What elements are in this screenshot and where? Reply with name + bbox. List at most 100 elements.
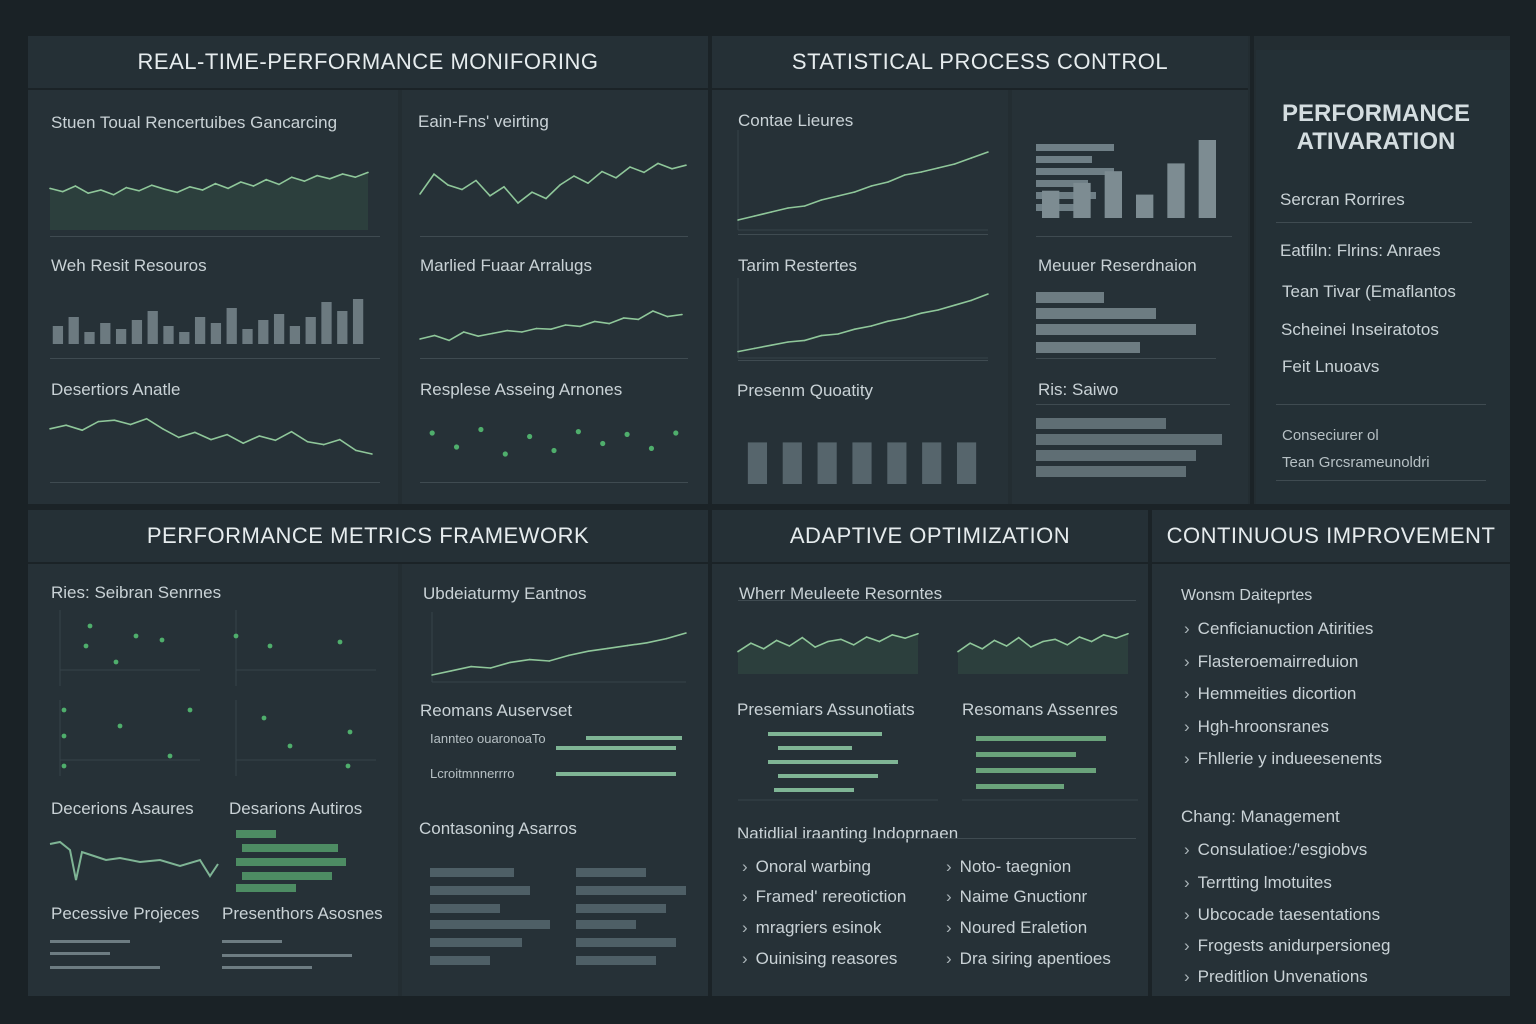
adaptive-list-item[interactable]: › Dra siring apentioes — [946, 949, 1111, 969]
scatter-point — [575, 429, 581, 435]
hbar — [1036, 418, 1166, 429]
line-chart-control[interactable] — [737, 130, 989, 231]
data-point — [993, 639, 996, 642]
item-label: Flasteroemairreduion — [1197, 652, 1359, 671]
data-point — [837, 333, 839, 335]
hbar-chart-contasoning[interactable] — [430, 864, 686, 980]
continuous-list-item[interactable]: › Hemmeities dicortion — [1184, 684, 1356, 704]
continuous-list-item[interactable]: › Consulatioe:/'esgiobvs — [1184, 840, 1367, 860]
chevron-right-icon: › — [1184, 684, 1190, 703]
data-point — [433, 334, 436, 337]
adaptive-title: ADAPTIVE OPTIMIZATION — [789, 523, 1071, 548]
line-chart-resources[interactable] — [49, 150, 369, 230]
data-point — [201, 189, 204, 191]
hbar — [1036, 342, 1140, 353]
line-bars-projects[interactable] — [50, 934, 374, 978]
bar-chart-spc-side[interactable] — [1036, 140, 1224, 218]
activation-item[interactable]: Tean Tivar (Emaflantos — [1282, 282, 1456, 301]
data-point — [615, 177, 617, 179]
group-title: Wonsm Daiteprtes — [1181, 587, 1313, 604]
data-point — [853, 191, 856, 193]
hbar-chart-reomans[interactable] — [556, 734, 686, 784]
hbar-chart-resomans[interactable] — [962, 728, 1142, 802]
item-label: mragriers esinok — [755, 918, 882, 937]
continuous-list-item[interactable]: › Hgh-hroonsranes — [1184, 717, 1329, 737]
adaptive-list-item[interactable]: › mragriers esinok — [742, 918, 881, 938]
item-label: Noured Eraletion — [959, 918, 1088, 937]
adaptive-list-item[interactable]: › Noto- taegnion — [946, 857, 1071, 877]
data-point — [278, 183, 280, 186]
adaptive-list-item[interactable]: › Ouinising reasores — [742, 949, 897, 969]
divider — [738, 360, 988, 361]
data-point — [322, 443, 325, 446]
chevron-right-icon: › — [742, 857, 748, 876]
data-point — [367, 171, 369, 174]
activation-item[interactable]: Eatfiln: Flrins: Anraes — [1280, 241, 1441, 260]
group-title: Chang: Management — [1181, 807, 1340, 826]
continuous-list-item[interactable]: › Preditlion Unvenations — [1184, 967, 1368, 987]
line-chart-wherr-b[interactable] — [957, 618, 1129, 674]
hbar-chart-presemiars[interactable] — [738, 728, 938, 802]
adaptive-list-item[interactable]: › Framed' rereotiction — [742, 887, 906, 907]
column-separator — [1148, 510, 1152, 996]
continuous-list-item[interactable]: › Frogests anidurpersioneg — [1184, 936, 1390, 956]
data-point — [937, 167, 939, 169]
line-chart-ubdeiaturmy[interactable] — [431, 612, 687, 683]
hbar — [576, 886, 686, 895]
item-label: Framed' rereotiction — [755, 887, 907, 906]
activation-item[interactable]: Feit Lnuoavs — [1282, 357, 1380, 376]
scatter-point — [478, 426, 484, 433]
line-chart-descriptors[interactable] — [49, 400, 373, 472]
chevron-right-icon: › — [1184, 749, 1190, 768]
data-point — [461, 188, 463, 191]
bar — [273, 314, 285, 344]
continuous-title: CONTINUOUS IMPROVEMENT — [1166, 523, 1496, 548]
activation-item[interactable]: Scheinei Inseiratotos — [1281, 320, 1439, 339]
bar — [956, 442, 977, 484]
hbar — [430, 904, 500, 913]
continuous-list-item[interactable]: › Terrtting lmotuites — [1184, 873, 1332, 893]
continuous-list-item[interactable]: › Flasteroemairreduion — [1184, 652, 1358, 672]
line-chart-marlied[interactable] — [419, 290, 683, 360]
bar-chart-quality[interactable] — [740, 432, 984, 484]
series-area — [958, 633, 1128, 674]
data-point — [470, 665, 472, 668]
data-point — [870, 325, 873, 327]
continuous-list-item[interactable]: › Ubcocade taesentations — [1184, 905, 1380, 925]
divider — [420, 358, 688, 359]
line-chart-events[interactable] — [419, 140, 687, 230]
scatter-point — [429, 430, 435, 436]
data-point — [608, 322, 611, 325]
item-label: Terrtting lmotuites — [1197, 873, 1332, 892]
bar-chart-web[interactable] — [50, 284, 366, 344]
adaptive-list-item[interactable]: › Naime Gnuctionr — [946, 887, 1087, 907]
activation-item[interactable]: Sercran Rorrires — [1280, 190, 1405, 209]
hbar — [430, 938, 522, 947]
hbar-thin — [586, 736, 682, 740]
divider — [1276, 480, 1486, 481]
data-point — [1005, 645, 1008, 647]
data-point — [904, 637, 906, 639]
data-point — [517, 202, 519, 204]
hbar-chart-measure[interactable] — [1036, 288, 1216, 358]
scatter-point — [345, 763, 351, 769]
adaptive-list-item[interactable]: › Noured Eraletion — [946, 918, 1087, 938]
adaptive-list-item[interactable]: › Onoral warbing — [742, 857, 871, 877]
scatter-chart-response[interactable] — [420, 405, 688, 475]
line-chart-tarim[interactable] — [737, 278, 989, 359]
data-point — [49, 428, 51, 430]
data-point — [803, 205, 806, 207]
divider — [1036, 236, 1232, 237]
data-point — [545, 197, 547, 200]
data-point — [920, 312, 923, 314]
line-chart-wherr-a[interactable] — [737, 618, 919, 674]
hbar — [976, 768, 1096, 773]
scatter-grid-series[interactable] — [50, 606, 380, 786]
data-point — [957, 650, 959, 653]
data-point — [339, 438, 341, 441]
data-point — [666, 315, 669, 318]
mixed-chart-decisions[interactable] — [49, 830, 380, 892]
hbar-chart-ris[interactable] — [1036, 416, 1232, 482]
continuous-list-item[interactable]: › Cenficianuction Atirities — [1184, 619, 1373, 639]
continuous-list-item[interactable]: › Fhllerie y indueesenents — [1184, 749, 1382, 769]
